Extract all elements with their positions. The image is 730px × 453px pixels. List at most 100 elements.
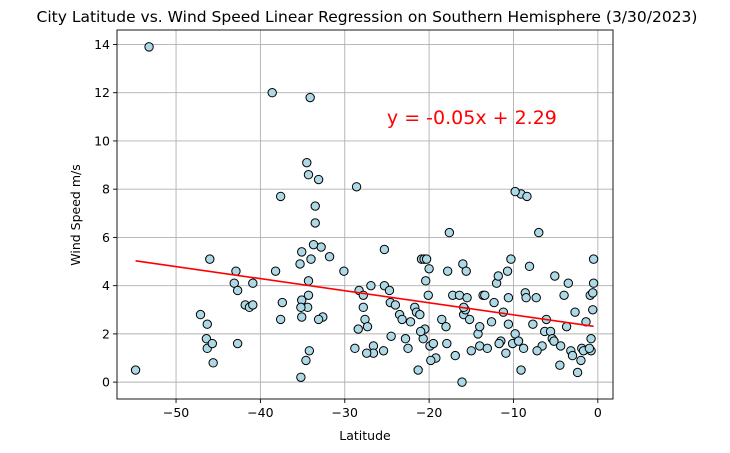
data-point xyxy=(415,309,425,320)
data-point xyxy=(567,350,578,361)
regression-equation: y = -0.05x + 2.29 xyxy=(387,107,557,129)
data-point xyxy=(400,334,411,344)
data-point xyxy=(588,288,598,298)
x-tick-label: −50 xyxy=(163,405,189,420)
data-point xyxy=(426,355,436,366)
y-tick-label: 12 xyxy=(94,85,110,100)
data-point xyxy=(275,191,286,202)
data-point xyxy=(379,244,390,255)
data-point xyxy=(528,319,538,329)
data-point xyxy=(275,314,286,325)
data-point xyxy=(561,321,572,332)
data-point xyxy=(297,312,307,322)
data-point xyxy=(421,254,432,264)
data-point xyxy=(270,266,281,276)
data-point xyxy=(462,293,472,303)
y-axis-ticks: 0 2 4 6 8 10 12 14 xyxy=(94,37,117,390)
data-point xyxy=(303,276,314,286)
data-point xyxy=(556,341,566,351)
data-point xyxy=(424,264,434,274)
data-point xyxy=(444,227,455,238)
data-point xyxy=(457,377,467,387)
data-point xyxy=(503,293,514,303)
data-point xyxy=(466,346,476,356)
y-tick-label: 14 xyxy=(94,37,110,52)
data-point xyxy=(386,331,396,341)
data-point xyxy=(403,343,413,354)
data-point xyxy=(532,346,542,356)
data-point xyxy=(351,182,362,192)
regression-layer xyxy=(135,260,594,328)
y-tick-label: 4 xyxy=(102,278,110,293)
data-point xyxy=(510,186,520,197)
data-points xyxy=(130,42,599,387)
data-point xyxy=(313,314,324,325)
data-point xyxy=(423,290,433,300)
data-point xyxy=(390,300,401,310)
data-point xyxy=(480,290,490,300)
data-point xyxy=(428,338,439,349)
data-point xyxy=(295,259,305,269)
y-tick-label: 2 xyxy=(102,326,110,341)
data-point xyxy=(486,317,497,327)
grid-lines xyxy=(117,30,613,399)
data-point xyxy=(441,321,451,332)
data-point xyxy=(305,92,315,103)
x-axis-ticks: −50 −40 −30 −20 −10 0 xyxy=(163,399,602,420)
data-point xyxy=(308,239,319,250)
data-point xyxy=(301,355,311,366)
data-point xyxy=(306,254,316,264)
data-point xyxy=(550,271,560,281)
data-point xyxy=(442,266,453,276)
data-point xyxy=(310,218,320,228)
data-point xyxy=(555,360,565,370)
x-tick-label: 0 xyxy=(594,405,602,420)
y-tick-label: 6 xyxy=(102,230,110,245)
data-point xyxy=(296,302,306,313)
x-tick-label: −30 xyxy=(332,405,358,420)
data-point xyxy=(489,297,499,308)
data-point xyxy=(513,336,524,346)
data-point xyxy=(350,343,360,354)
data-point xyxy=(475,321,485,332)
data-point xyxy=(303,170,314,180)
data-point xyxy=(501,348,511,358)
data-point xyxy=(413,365,423,375)
data-point xyxy=(494,338,504,349)
data-point xyxy=(563,278,573,288)
data-point xyxy=(313,174,324,185)
data-point xyxy=(524,261,535,272)
data-point xyxy=(461,266,471,276)
data-point xyxy=(232,285,243,296)
data-point xyxy=(576,355,586,366)
y-tick-label: 10 xyxy=(94,133,110,148)
data-point xyxy=(296,372,306,382)
data-point xyxy=(588,305,598,315)
data-point xyxy=(144,42,154,52)
data-point xyxy=(361,348,372,358)
data-point xyxy=(522,191,532,202)
data-point xyxy=(297,247,307,257)
data-point xyxy=(534,227,544,238)
data-point xyxy=(570,307,580,317)
data-point xyxy=(130,365,141,375)
data-point xyxy=(384,285,395,296)
chart-title: City Latitude vs. Wind Speed Linear Regr… xyxy=(37,8,698,26)
data-point xyxy=(584,343,595,354)
data-point xyxy=(248,300,258,310)
regression-line xyxy=(135,260,594,328)
data-point xyxy=(362,321,373,332)
x-tick-label: −10 xyxy=(500,405,526,420)
data-point xyxy=(232,338,243,349)
data-point xyxy=(277,297,288,308)
data-point xyxy=(493,271,503,281)
data-point xyxy=(421,276,431,286)
data-point xyxy=(503,319,514,329)
data-point xyxy=(310,201,320,211)
data-point xyxy=(324,252,335,262)
data-point xyxy=(581,317,591,327)
data-point xyxy=(205,254,215,264)
data-point xyxy=(397,314,407,325)
data-point xyxy=(405,317,416,327)
